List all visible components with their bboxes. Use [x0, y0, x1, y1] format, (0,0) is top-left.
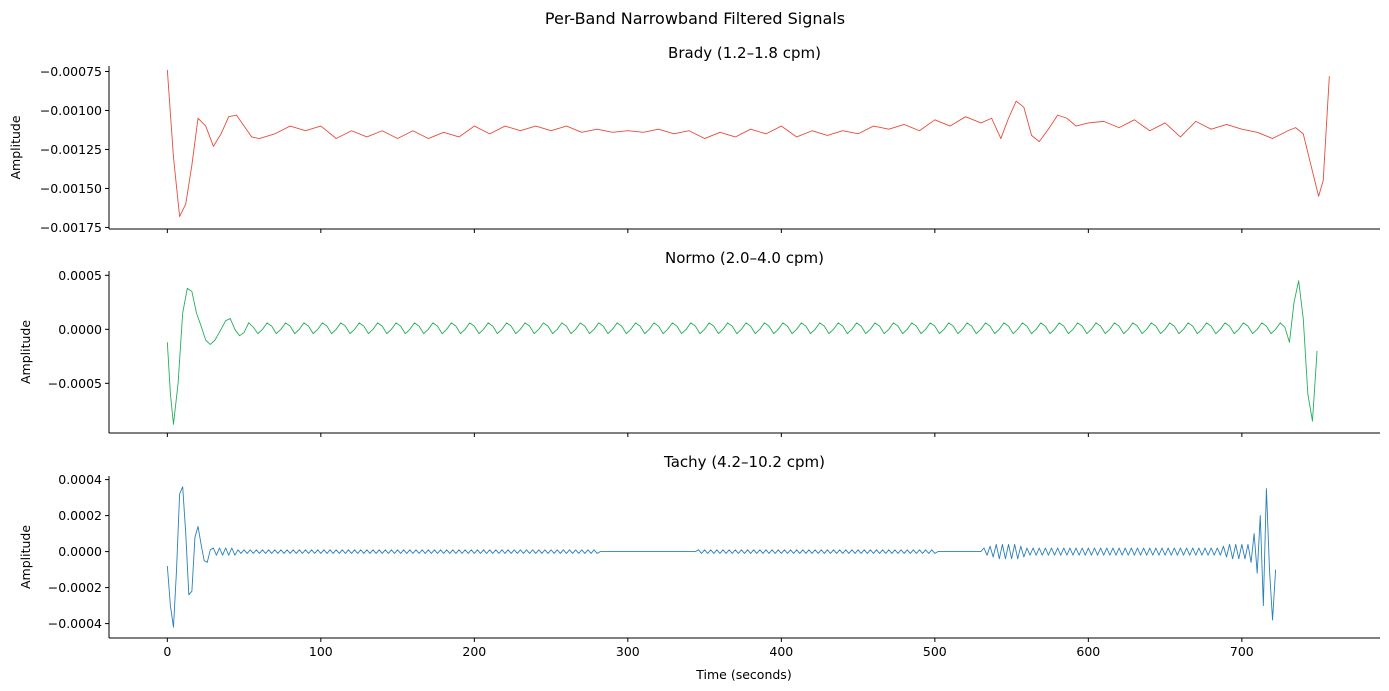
y-tick-label: 0.0000 [58, 544, 102, 559]
subplot-title: Tachy (4.2–10.2 cpm) [663, 453, 825, 471]
y-tick-label: −0.00100 [40, 103, 102, 118]
x-tick-label: 500 [923, 644, 947, 659]
y-tick-label: −0.00175 [40, 220, 102, 235]
x-tick-label: 700 [1230, 644, 1254, 659]
x-tick-label: 300 [616, 644, 640, 659]
y-tick-label: 0.0005 [58, 268, 102, 283]
y-tick-label: −0.00075 [40, 64, 102, 79]
series-line [166, 486, 1277, 628]
subplot-panels: Brady (1.2–1.8 cpm) Amplitude −0.00075 −0.0… [8, 44, 1380, 659]
x-tick-label: 400 [769, 644, 793, 659]
subplot-1: Brady (1.2–1.8 cpm) Amplitude −0.00075 −0.0… [8, 44, 1380, 235]
x-axis-label: Time (seconds) [695, 667, 791, 682]
y-tick-label: 0.0004 [58, 472, 102, 487]
subplot-3: Tachy (4.2–10.2 cpm) Amplitude 0.0004 0.000… [18, 453, 1380, 659]
y-tick-label: −0.0002 [48, 580, 102, 595]
series-line [166, 69, 1330, 217]
y-tick-label: 0.0000 [58, 322, 102, 337]
x-tick-label: 100 [309, 644, 333, 659]
series-line [166, 280, 1318, 425]
y-tick-label: −0.00125 [40, 142, 102, 157]
subplot-title: Brady (1.2–1.8 cpm) [668, 44, 821, 62]
y-tick-label: −0.0005 [48, 376, 102, 391]
subplot-title: Normo (2.0–4.0 cpm) [665, 249, 824, 267]
y-axis-label: Amplitude [8, 115, 23, 179]
x-tick-label: 200 [462, 644, 486, 659]
subplot-2: Normo (2.0–4.0 cpm) Amplitude 0.0005 0.0000… [18, 249, 1380, 437]
y-tick-label: −0.0004 [48, 616, 102, 631]
x-tick-label: 0 [163, 644, 171, 659]
figure-suptitle: Per-Band Narrowband Filtered Signals [545, 9, 845, 28]
x-tick-label: 600 [1076, 644, 1100, 659]
y-axis-label: Amplitude [18, 320, 33, 384]
y-tick-label: 0.0002 [58, 508, 102, 523]
y-axis-label: Amplitude [18, 525, 33, 589]
y-tick-label: −0.00150 [40, 181, 102, 196]
